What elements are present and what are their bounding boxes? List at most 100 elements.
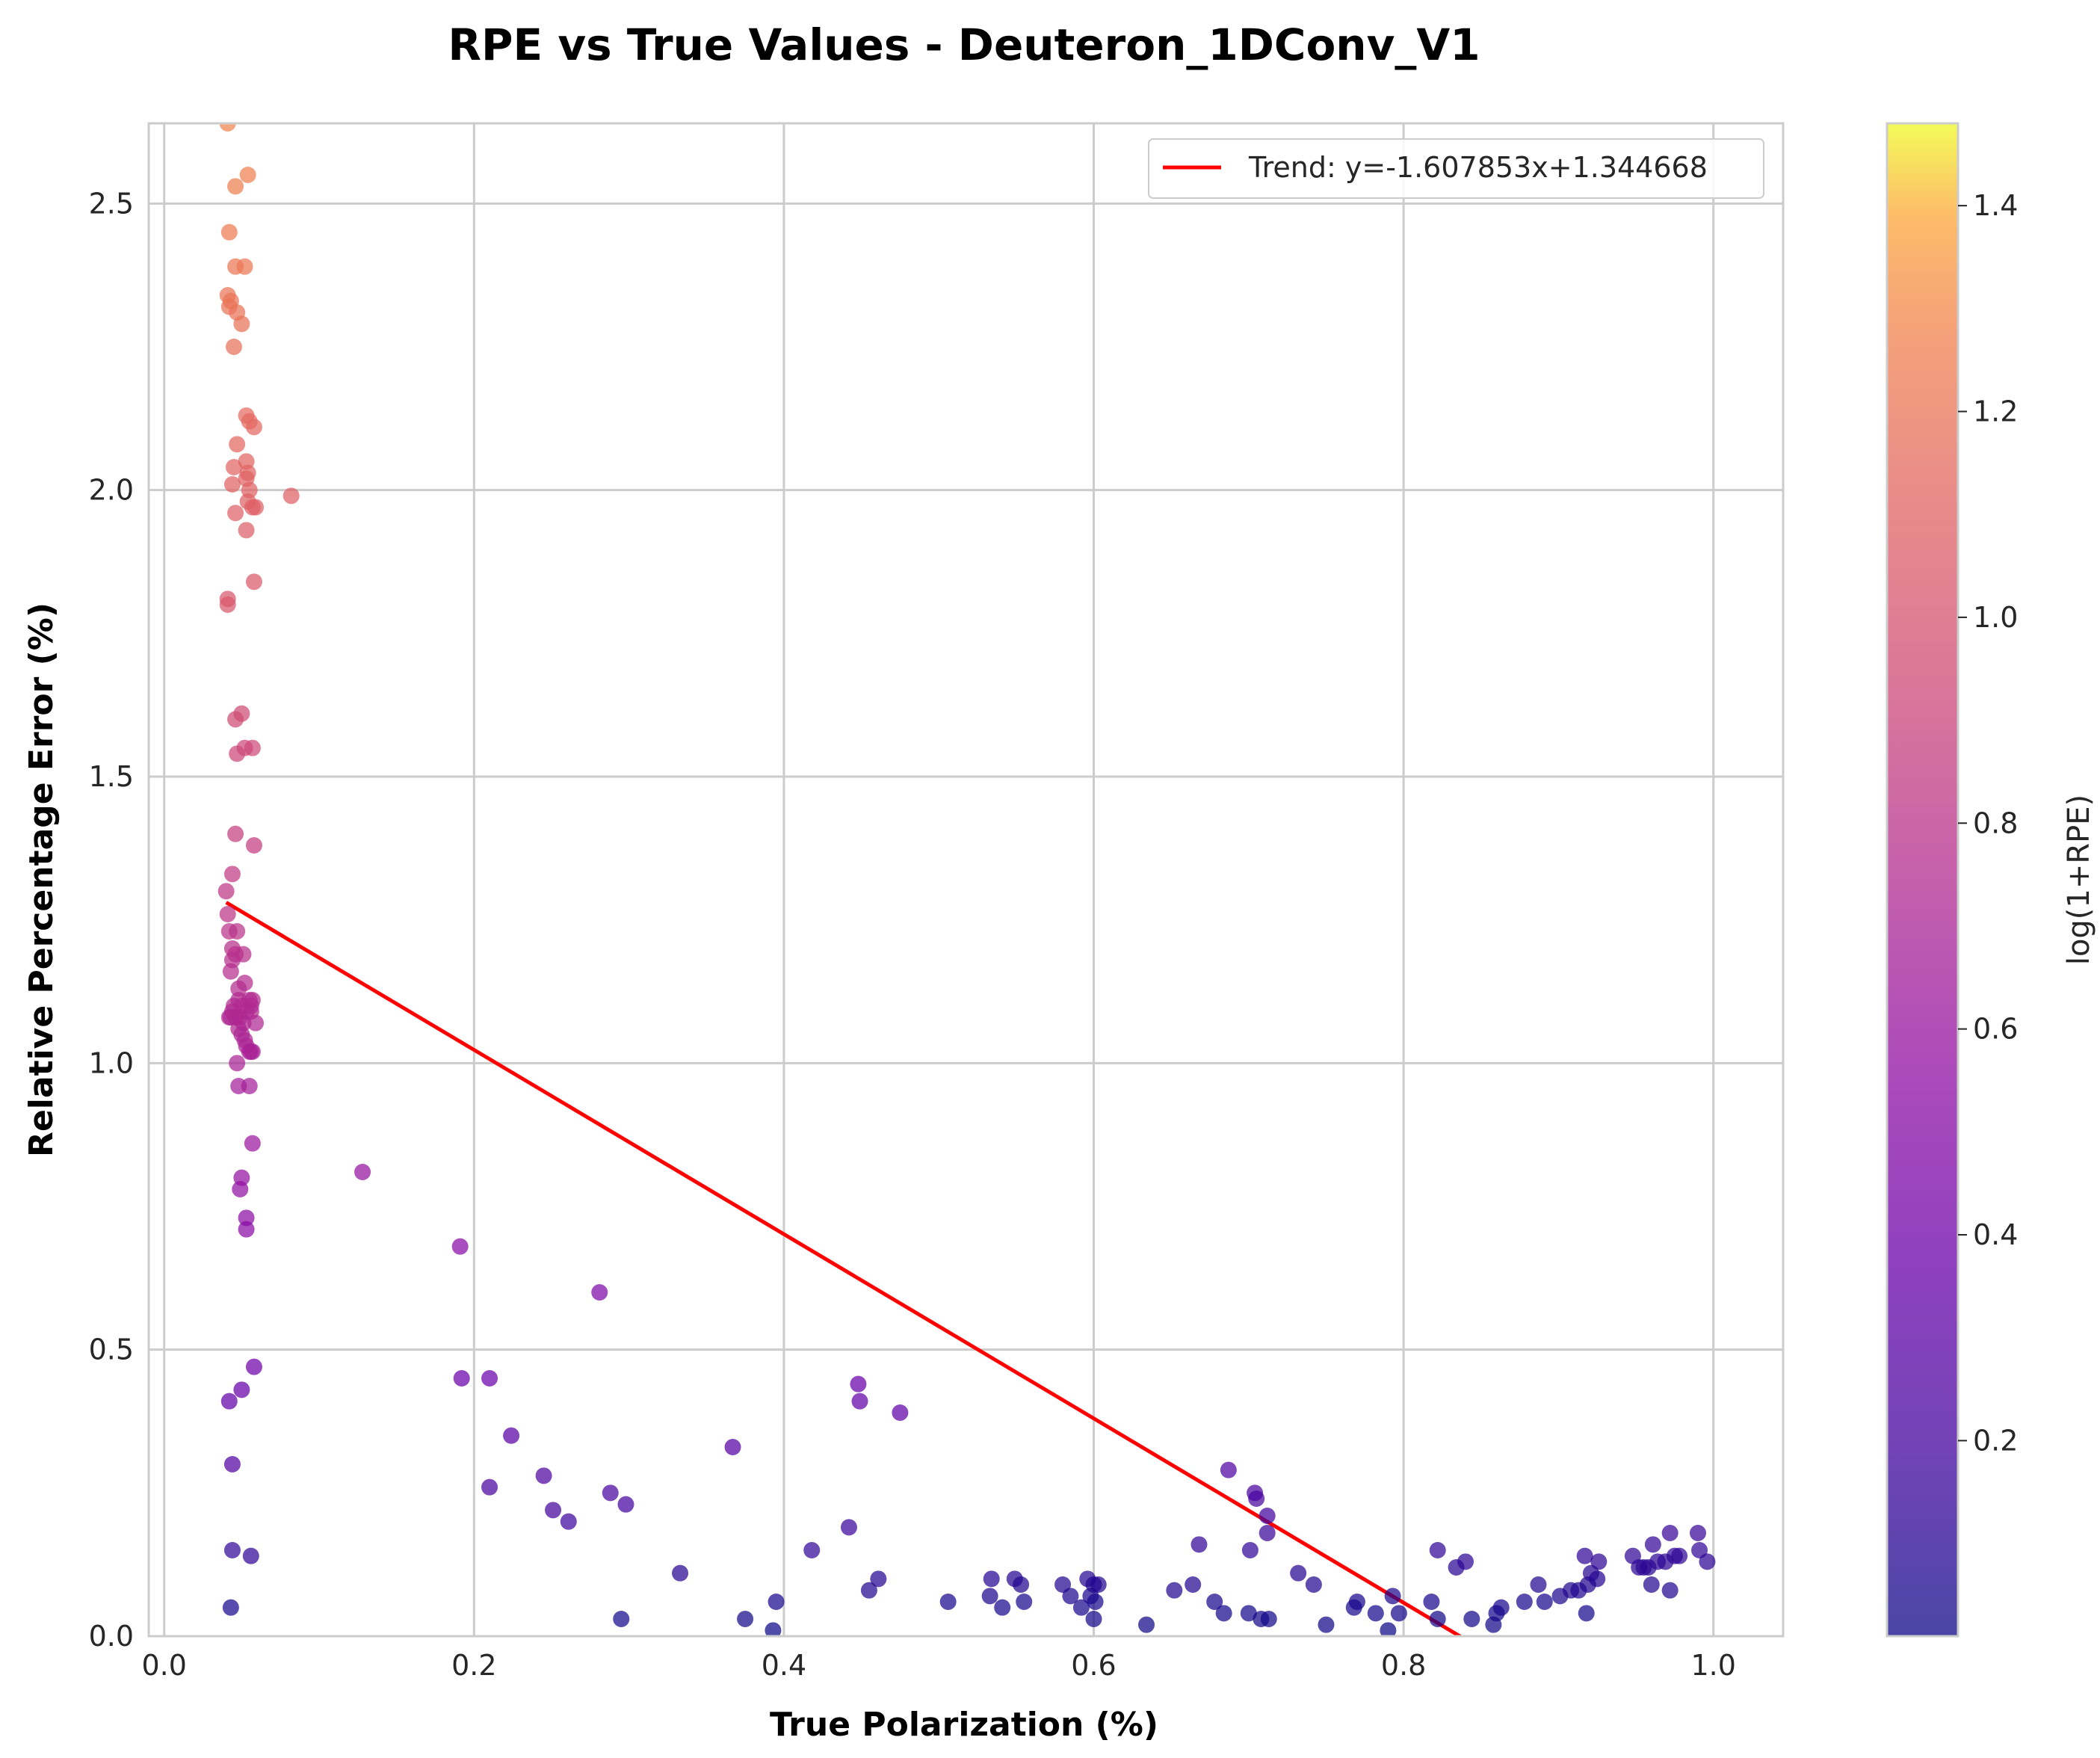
scatter-point: [1016, 1594, 1033, 1610]
chart-title: RPE vs True Values - Deuteron_1DConv_V1: [448, 19, 1480, 70]
scatter-point: [1429, 1611, 1446, 1627]
scatter-point: [1062, 1588, 1079, 1605]
colorbar-tick-label: 0.6: [1973, 1013, 2018, 1046]
scatter-point: [560, 1513, 577, 1530]
x-tick-label: 0.6: [1071, 1649, 1116, 1682]
scatter-point: [892, 1404, 909, 1421]
scatter-point: [227, 505, 244, 522]
scatter-point: [1384, 1588, 1401, 1605]
scatter-point: [503, 1427, 520, 1444]
scatter-point: [223, 866, 241, 883]
scatter-point: [1390, 1605, 1407, 1622]
scatter-point: [245, 573, 262, 590]
x-tick-label: 1.0: [1690, 1649, 1735, 1682]
scatter-point: [765, 1622, 782, 1636]
scatter-point: [1463, 1611, 1480, 1627]
scatter-point: [1138, 1616, 1155, 1633]
scatter-point: [245, 419, 262, 436]
scatter-point: [1290, 1564, 1307, 1582]
plot-area: [149, 123, 1783, 1636]
x-tick-label: 0.0: [142, 1649, 187, 1682]
scatter-point: [1661, 1525, 1679, 1541]
scatter-point: [1206, 1594, 1223, 1610]
scatter-point: [994, 1599, 1011, 1616]
gridlines: [149, 123, 1783, 1638]
scatter-point: [1220, 1461, 1237, 1478]
scatter-point: [737, 1611, 754, 1627]
scatter-point: [244, 739, 261, 756]
y-tick-label: 2.0: [89, 474, 134, 507]
colorbar-frame: [1886, 122, 1960, 1638]
scatter-point: [1085, 1611, 1102, 1627]
y-axis-label: Relative Percentage Error (%): [22, 602, 61, 1157]
scatter-point: [227, 178, 244, 195]
scatter-point: [1643, 1576, 1660, 1593]
scatter-point: [1699, 1553, 1716, 1570]
colorbar-tick-label: 0.2: [1973, 1424, 2018, 1457]
scatter-point: [219, 906, 236, 922]
colorbar: 0.2 0.4 0.6 0.8 1.0 1.2 1.4 log(1+RPE): [1886, 122, 2096, 1638]
scatter-point: [1589, 1570, 1606, 1588]
y-tick-labels: 0.0 0.5 1.0 1.5 2.0 2.5: [89, 187, 134, 1653]
scatter-point: [983, 1570, 1000, 1588]
scatter-point: [1260, 1611, 1277, 1627]
colorbar-tick-label: 1.4: [1973, 189, 2018, 222]
scatter-point: [1492, 1599, 1510, 1616]
scatter-point: [226, 459, 243, 475]
scatter-point: [535, 1467, 552, 1484]
scatter-point: [672, 1564, 689, 1582]
scatter-point: [1536, 1594, 1553, 1610]
scatter-point: [1578, 1605, 1595, 1622]
scatter-point: [481, 1370, 498, 1387]
scatter-point: [1013, 1576, 1030, 1593]
scatter-point: [229, 1055, 246, 1072]
scatter-point: [354, 1164, 371, 1180]
colorbar-label: log(1+RPE): [2062, 795, 2096, 965]
scatter-point: [939, 1594, 957, 1610]
scatter-point: [227, 825, 244, 842]
colorbar-ticks: 0.2 0.4 0.6 0.8 1.0 1.2 1.4: [1958, 189, 2018, 1457]
scatter-point: [233, 315, 250, 333]
x-tick-labels: 0.0 0.2 0.4 0.6 0.8 1.0: [142, 1649, 1736, 1682]
x-tick-label: 0.4: [762, 1649, 806, 1682]
scatter-point: [803, 1542, 821, 1558]
scatter-point: [1530, 1576, 1547, 1593]
scatter-point: [247, 499, 265, 516]
scatter-point: [222, 963, 239, 980]
x-axis-label: True Polarization (%): [770, 1706, 1158, 1744]
legend-box: [1148, 138, 1764, 199]
scatter-point: [1689, 1525, 1706, 1541]
scatter-point: [1305, 1576, 1322, 1593]
scatter-point: [1348, 1594, 1365, 1610]
scatter-point: [1380, 1622, 1397, 1636]
scatter-point: [220, 1392, 238, 1410]
scatter-point: [451, 1238, 469, 1255]
y-tick-label: 1.0: [89, 1046, 134, 1079]
scatter-point: [1259, 1508, 1276, 1524]
scatter-point: [220, 223, 238, 241]
scatter-point: [230, 1078, 247, 1094]
scatter-point: [236, 258, 253, 275]
legend-trend-label: Trend: y=-1.607853x+1.344668: [1248, 151, 1708, 184]
scatter-point: [545, 1502, 562, 1519]
scatter-point: [1241, 1542, 1259, 1558]
scatter-point: [236, 975, 253, 991]
y-tick-label: 2.5: [89, 187, 134, 220]
colorbar-tick-label: 1.0: [1973, 601, 2018, 634]
scatter-point: [1072, 1599, 1090, 1616]
scatter-point: [1190, 1536, 1208, 1553]
scatter-point: [233, 1381, 250, 1398]
scatter-point: [1671, 1547, 1688, 1564]
scatter-point: [1516, 1594, 1533, 1610]
scatter-point: [1661, 1582, 1679, 1599]
scatter-point: [1185, 1576, 1202, 1593]
colorbar-tick-label: 1.2: [1973, 395, 2018, 428]
scatter-point: [1087, 1594, 1104, 1610]
scatter-point: [1590, 1553, 1608, 1570]
scatter-point: [247, 1014, 265, 1031]
scatter-point: [591, 1284, 608, 1301]
scatter-point: [870, 1570, 887, 1588]
scatter-point: [244, 1135, 261, 1152]
scatter-point: [453, 1370, 470, 1387]
